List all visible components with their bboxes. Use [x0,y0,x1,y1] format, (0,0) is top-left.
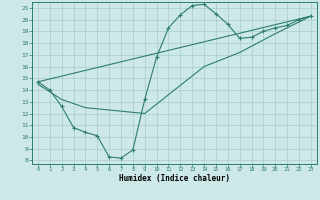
X-axis label: Humidex (Indice chaleur): Humidex (Indice chaleur) [119,174,230,183]
